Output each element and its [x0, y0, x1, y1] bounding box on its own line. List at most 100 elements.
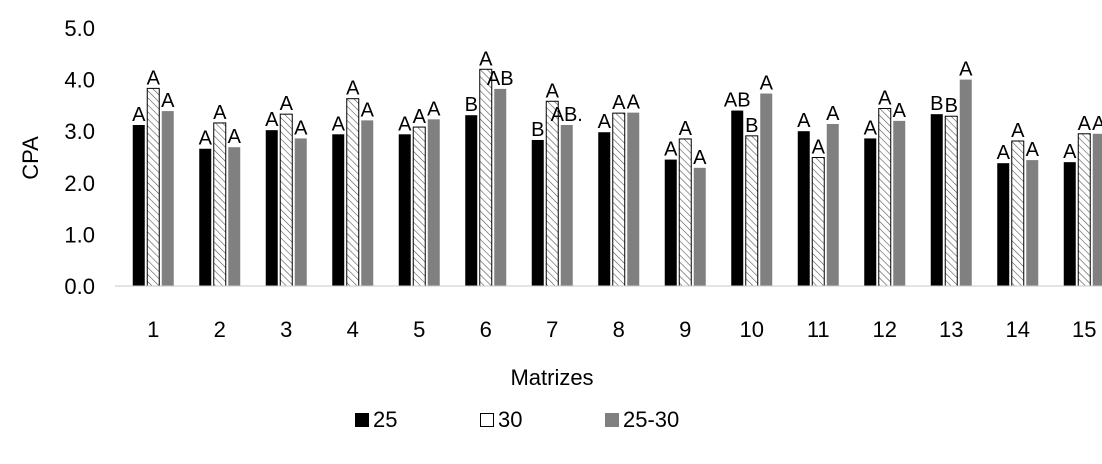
data-label: A	[1063, 141, 1077, 163]
bar-series-25-30-15	[1092, 133, 1102, 286]
y-tick-label: 0.0	[64, 274, 95, 299]
data-label: A	[546, 80, 560, 102]
bar-series-30-10	[745, 135, 759, 287]
y-axis-ticks: 0.0 1.0 2.0 3.0 4.0 5.0	[64, 16, 95, 299]
bar-series-25-30-4	[361, 120, 374, 286]
bar-series-30-6	[479, 68, 493, 287]
data-label: A	[280, 93, 294, 115]
x-tick-label: 1	[147, 317, 159, 342]
bars-group	[132, 68, 1102, 287]
y-tick-label: 2.0	[64, 171, 95, 196]
bar-series-25-30-1	[161, 111, 174, 287]
bar-series-25-12	[864, 138, 877, 286]
data-label: A	[294, 117, 308, 139]
legend-item-25-30: 25-30	[605, 407, 679, 433]
x-axis-ticks: 1 2 3 4 5 6 7 8 9 10 11 12 13 14 15	[147, 317, 1096, 342]
bar-series-25-6	[465, 115, 478, 286]
bar-series-25-30-6	[494, 88, 507, 286]
bar-series-25-30-11	[826, 123, 839, 286]
bar-series-25-1	[132, 125, 145, 287]
x-tick-label: 15	[1072, 317, 1096, 342]
bar-series-25-11	[797, 131, 810, 286]
y-tick-label: 5.0	[64, 16, 95, 41]
data-label: A	[199, 128, 213, 150]
bar-series-30-11	[811, 157, 825, 287]
data-label: A	[398, 113, 412, 135]
data-label: B	[930, 93, 943, 115]
bar-series-30-1	[146, 87, 160, 287]
data-label: A	[797, 110, 811, 132]
data-label: A	[161, 90, 175, 112]
legend-label-30: 30	[498, 407, 523, 432]
data-label: A	[997, 142, 1011, 164]
data-label: A	[228, 126, 242, 148]
bar-series-25-4	[332, 134, 345, 286]
data-label: A	[213, 102, 227, 124]
x-tick-label: 8	[613, 317, 625, 342]
bar-series-25-15	[1063, 162, 1076, 286]
data-label: AB	[487, 68, 514, 90]
data-label: AB	[724, 90, 751, 112]
bar-series-25-30-14	[1026, 160, 1039, 286]
data-label: A	[132, 104, 146, 126]
bar-series-25-5	[398, 134, 411, 286]
data-label: A	[427, 98, 441, 120]
bar-series-25-9	[664, 159, 677, 286]
bar-series-30-3	[279, 113, 293, 287]
x-tick-label: 12	[873, 317, 897, 342]
data-label: B	[465, 94, 478, 116]
bar-series-25-30-12	[893, 120, 906, 286]
y-tick-label: 4.0	[64, 68, 95, 93]
y-tick-label: 1.0	[64, 222, 95, 247]
data-label: A	[959, 59, 973, 81]
x-tick-label: 14	[1006, 317, 1030, 342]
data-label: A	[1011, 120, 1025, 142]
data-label: A	[598, 111, 612, 133]
bar-series-25-10	[731, 110, 744, 286]
data-label: A	[679, 118, 693, 140]
legend-swatch-25-30	[605, 413, 619, 427]
x-axis-title: Matrizes	[510, 365, 593, 390]
bar-series-30-9	[678, 138, 692, 287]
bar-series-30-12	[878, 107, 892, 287]
data-label: A	[147, 67, 161, 89]
bar-series-25-30-7	[560, 125, 573, 287]
data-label: A	[627, 92, 641, 114]
legend-label-25: 25	[373, 407, 398, 432]
bar-series-25-30-9	[693, 167, 706, 286]
data-label: A	[693, 147, 707, 169]
data-label: B	[745, 115, 758, 137]
data-label: A	[1078, 113, 1092, 135]
data-label: A	[479, 48, 493, 70]
data-label: A	[760, 73, 774, 95]
x-tick-label: 6	[480, 317, 492, 342]
bar-series-25-30-13	[959, 79, 972, 286]
bar-series-25-3	[265, 130, 278, 286]
y-axis-title: CPA	[18, 136, 43, 180]
bar-series-25-7	[531, 139, 544, 286]
x-tick-label: 4	[347, 317, 359, 342]
data-label: A	[893, 100, 907, 122]
x-tick-label: 9	[679, 317, 691, 342]
legend-swatch-30	[480, 413, 494, 427]
data-label: A	[612, 92, 626, 114]
legend-item-30: 30	[480, 407, 522, 433]
x-tick-label: 3	[280, 317, 292, 342]
x-tick-label: 10	[740, 317, 764, 342]
data-label: A	[812, 137, 826, 159]
data-label: A	[265, 109, 279, 131]
bar-series-30-7	[545, 100, 559, 287]
x-tick-label: 2	[214, 317, 226, 342]
bar-series-25-30-3	[294, 138, 307, 286]
data-label: B	[945, 95, 958, 117]
x-tick-label: 13	[939, 317, 963, 342]
data-label: A	[826, 103, 840, 125]
bar-series-30-15	[1077, 133, 1091, 287]
bar-series-30-2	[213, 122, 227, 287]
data-label: A	[413, 106, 427, 128]
x-tick-label: 11	[807, 317, 830, 342]
legend: 25 30 25-30	[0, 407, 1102, 447]
